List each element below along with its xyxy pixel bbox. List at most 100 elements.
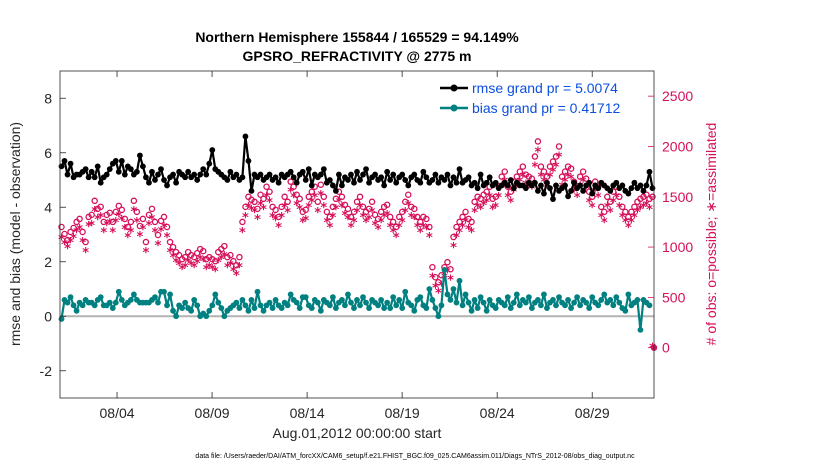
- obs-possible-point: [558, 173, 566, 180]
- obs-assimilated-point: *: [152, 226, 159, 241]
- obs-possible-point: [368, 198, 376, 206]
- obs-possible-point: [323, 208, 331, 216]
- bias-point: [562, 302, 568, 309]
- obs-possible-point: [643, 191, 650, 199]
- rmse-point: [423, 174, 430, 181]
- obs-possible-point: [579, 168, 587, 175]
- bias-point: [326, 302, 333, 309]
- bias-point: [221, 313, 228, 320]
- obs-possible-point: [546, 163, 554, 170]
- rmse-point: [161, 177, 167, 183]
- y-axis-label: rmse and bias (model - observation): [7, 122, 23, 346]
- rmse-point: [182, 174, 189, 181]
- obs-possible-point: [88, 211, 95, 219]
- obs-possible-point: [582, 175, 590, 182]
- bias-point: [118, 297, 125, 303]
- rmse-point: [248, 188, 255, 194]
- bias-point: [598, 297, 605, 303]
- rmse-point: [387, 177, 394, 183]
- obs-assimilated-point: *: [556, 151, 563, 166]
- obs-assimilated-point: *: [643, 199, 650, 214]
- obs-possible-point: [432, 274, 439, 281]
- right-axis-ticks: 0 500 1000 1500 2000 2500: [648, 88, 693, 356]
- rmse-point: [649, 185, 656, 192]
- rmse-point: [565, 193, 571, 200]
- obs-assimilated-point: *: [173, 256, 180, 271]
- obs-assimilated-point: *: [329, 211, 336, 226]
- obs-possible-point: [127, 218, 135, 226]
- legend-rmse-label: rmse grand pr = 5.0074: [472, 80, 618, 96]
- obs-assimilated-point: *: [420, 221, 427, 236]
- obs-assimilated-point: *: [248, 204, 255, 219]
- rmse-point: [613, 179, 620, 186]
- obs-assimilated-point: *: [465, 223, 472, 238]
- obs-assimilated-point: *: [631, 211, 638, 226]
- rmse-point: [257, 171, 264, 178]
- right-tick-label: 1500: [662, 189, 693, 205]
- rmse-point: [417, 179, 424, 186]
- obs-assimilated-point: *: [272, 214, 279, 229]
- bias-point: [106, 299, 113, 306]
- obs-assimilated-point: *: [293, 199, 300, 214]
- rmse-point: [441, 177, 448, 183]
- obs-possible-point: [498, 173, 505, 180]
- obs-assimilated-point: *: [218, 253, 225, 268]
- bias-point: [257, 302, 264, 309]
- rmse-point: [390, 171, 397, 178]
- bias-point: [553, 302, 559, 309]
- obs-assimilated-point: *: [634, 206, 641, 221]
- obs-assimilated-point: *: [535, 145, 542, 160]
- obs-assimilated-point: *: [405, 199, 412, 214]
- obs-assimilated-point: *: [583, 183, 590, 198]
- obs-assimilated-point: *: [64, 242, 71, 257]
- obs-possible-point: [561, 168, 569, 175]
- obs-assimilated-point: *: [619, 211, 626, 226]
- obs-possible-point: [91, 197, 98, 205]
- obs-possible-point: [67, 228, 74, 236]
- rmse-point: [308, 182, 315, 189]
- bias-point: [272, 297, 279, 303]
- obs-possible-point: [266, 188, 273, 195]
- obs-possible-point: [136, 222, 144, 230]
- obs-possible-point: [320, 193, 328, 201]
- obs-possible-point: [628, 208, 635, 216]
- bias-point: [465, 299, 472, 306]
- obs-possible-point: [70, 224, 77, 232]
- rmse-point: [326, 177, 333, 183]
- obs-assimilated-point: *: [227, 259, 234, 274]
- obs-assimilated-point: *: [76, 223, 83, 238]
- bias-point: [565, 297, 571, 303]
- rmse-point: [227, 168, 234, 175]
- bias-point: [610, 302, 617, 309]
- obs-assimilated-point: *: [646, 203, 653, 218]
- obs-possible-point: [576, 173, 584, 180]
- obs-possible-point: [260, 195, 267, 203]
- bias-point: [161, 288, 167, 295]
- obs-assimilated-point: *: [348, 221, 355, 236]
- obs-possible-point: [272, 206, 279, 214]
- obs-assimilated-point: *: [79, 236, 86, 251]
- obs-assimilated-point: *: [97, 211, 104, 226]
- obs-assimilated-point: *: [628, 216, 635, 231]
- rmse-point: [58, 163, 65, 170]
- obs-assimilated-point: *: [456, 226, 463, 241]
- bias-point: [535, 297, 541, 303]
- rmse-point: [474, 185, 481, 192]
- obs-assimilated-point: *: [450, 241, 457, 256]
- obs-assimilated-point: *: [176, 259, 183, 274]
- bias-point: [513, 291, 520, 298]
- obs-possible-point: [507, 188, 515, 195]
- rmse-point: [133, 168, 140, 175]
- obs-possible-point: [308, 188, 316, 195]
- rmse-point: [170, 171, 176, 178]
- rmse-point: [420, 168, 427, 175]
- obs-assimilated-point: *: [278, 211, 285, 226]
- bias-point: [616, 299, 623, 306]
- obs-assimilated-point: *: [91, 205, 98, 220]
- obs-possible-point: [302, 206, 309, 214]
- obs-assimilated-point: *: [402, 206, 409, 221]
- rmse-point: [242, 133, 249, 140]
- obs-possible-point: [242, 203, 249, 211]
- obs-assimilated-point: *: [206, 261, 213, 276]
- rmse-point: [146, 179, 152, 186]
